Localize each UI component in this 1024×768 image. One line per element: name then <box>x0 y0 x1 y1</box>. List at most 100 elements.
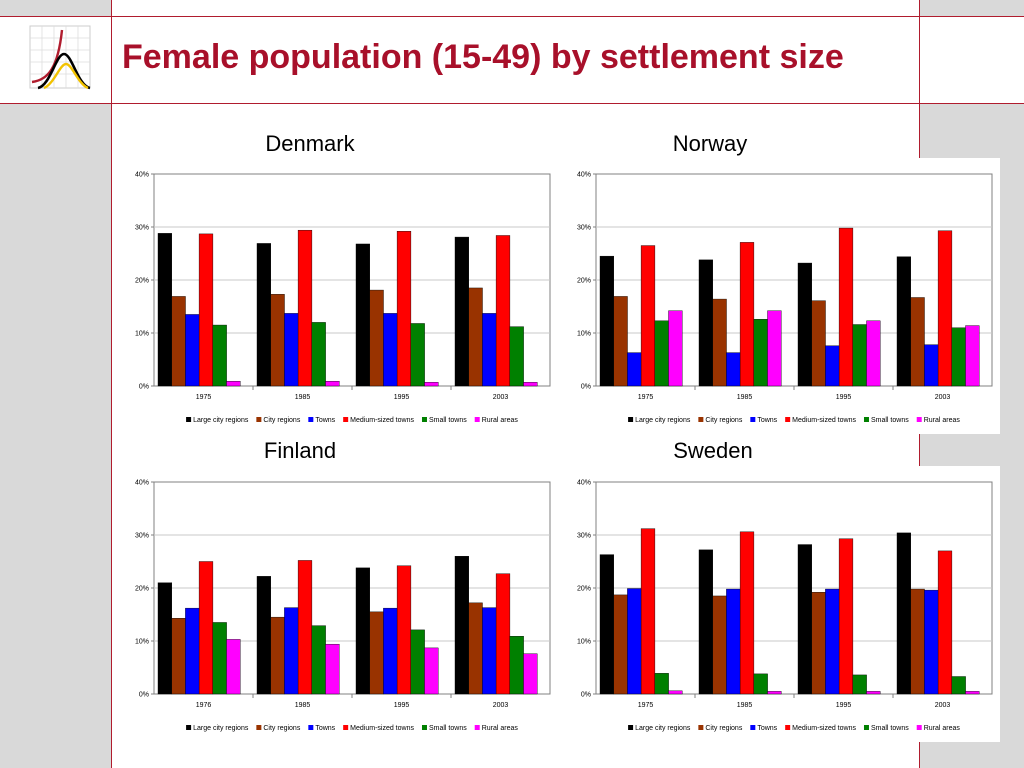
chart-title-norway: Norway <box>672 131 748 156</box>
y-tick-label: 30% <box>135 533 149 540</box>
legend-swatch <box>308 417 314 422</box>
legend-swatch <box>628 725 634 730</box>
header-band <box>0 17 1024 103</box>
chart-denmark-svg: 0% 10% 20% 30% 40% 1975 1985 1995 2003 Large city… <box>135 172 551 424</box>
bar-towns-1995 <box>383 313 398 387</box>
bar-large-city-regions-1995 <box>797 262 813 387</box>
bar-city-regions-1975 <box>613 594 628 695</box>
x-tick-label: 1975 <box>638 702 654 709</box>
y-tick-label: 20% <box>577 278 591 285</box>
legend-label: Medium-sized towns <box>350 725 414 732</box>
bar-medium-sized-towns-1975 <box>198 233 214 387</box>
bar-towns-2003 <box>482 313 497 387</box>
bar-large-city-regions-1995 <box>355 243 371 387</box>
header-bottom-rule <box>0 103 1024 104</box>
chart-title-sweden: Sweden <box>673 438 753 463</box>
legend-swatch <box>916 725 922 730</box>
x-tick-label: 1985 <box>737 394 753 401</box>
bar-towns-1995 <box>825 588 840 695</box>
x-tick-label: 1975 <box>638 394 654 401</box>
legend-label: Large city regions <box>193 725 249 732</box>
legend-swatch <box>343 417 349 422</box>
y-tick-label: 30% <box>577 533 591 540</box>
bar-large-city-regions-1975 <box>157 233 173 387</box>
bar-small-towns-1975 <box>654 320 669 387</box>
bar-rural-areas-1995 <box>866 320 881 387</box>
bar-rural-areas-1995 <box>424 647 439 695</box>
bar-city-regions-2003 <box>468 287 483 387</box>
legend-label: Small towns <box>871 417 909 424</box>
y-tick-label: 30% <box>135 225 149 232</box>
legend-swatch <box>186 417 192 422</box>
y-tick-label: 20% <box>135 586 149 593</box>
bar-large-city-regions-2003 <box>896 256 912 387</box>
legend-label: Rural areas <box>482 725 519 732</box>
legend: Large city regions City regions Towns Mediu… <box>628 725 960 732</box>
legend-label: Large city regions <box>635 417 691 424</box>
legend-label: Small towns <box>429 725 467 732</box>
y-tick-label: 10% <box>135 639 149 646</box>
bar-medium-sized-towns-1985 <box>297 560 313 695</box>
bar-small-towns-1975 <box>212 324 227 387</box>
legend-label: Towns <box>315 417 335 424</box>
bar-rural-areas-1985 <box>325 643 340 695</box>
chart-sweden-svg: 0% 10% 20% 30% 40% 1975 1985 1995 2003 Large city… <box>577 480 993 732</box>
chart-sweden: 0% 10% 20% 30% 40% 1975 1985 1995 2003 Large city… <box>560 466 1000 742</box>
legend-swatch <box>863 725 869 730</box>
bar-medium-sized-towns-1975 <box>640 528 656 695</box>
bar-small-towns-1985 <box>753 673 768 695</box>
left-margin-panel <box>0 0 111 768</box>
bar-small-towns-1995 <box>852 324 867 387</box>
bar-towns-2003 <box>924 589 939 695</box>
bar-rural-areas-1975 <box>668 690 683 695</box>
legend-label: Towns <box>757 417 777 424</box>
bar-small-towns-1995 <box>410 323 425 387</box>
bar-small-towns-2003 <box>509 636 524 695</box>
legend-label: Large city regions <box>635 725 691 732</box>
chart-denmark: 0% 10% 20% 30% 40% 1975 1985 1995 2003 Large city… <box>118 158 558 434</box>
bar-city-regions-2003 <box>468 602 483 695</box>
y-tick-label: 40% <box>135 172 149 179</box>
bar-city-regions-1985 <box>270 616 285 695</box>
bar-medium-sized-towns-1985 <box>739 242 755 387</box>
y-tick-label: 0% <box>139 384 149 391</box>
legend-label: City regions <box>705 725 742 732</box>
legend-swatch <box>785 725 791 730</box>
legend-swatch <box>421 417 427 422</box>
bar-medium-sized-towns-1985 <box>739 531 755 695</box>
bar-large-city-regions-2003 <box>454 236 470 387</box>
legend-label: Rural areas <box>924 725 961 732</box>
bar-large-city-regions-2003 <box>896 532 912 695</box>
bar-city-regions-1995 <box>811 592 826 695</box>
bar-towns-2003 <box>924 344 939 387</box>
legend-swatch <box>698 725 704 730</box>
legend-label: Towns <box>757 725 777 732</box>
y-tick-label: 0% <box>581 692 591 699</box>
legend-swatch <box>750 725 756 730</box>
bar-rural-areas-1995 <box>866 691 881 695</box>
legend-label: Medium-sized towns <box>792 725 856 732</box>
x-tick-label: 1995 <box>394 702 410 709</box>
bar-medium-sized-towns-1995 <box>396 231 412 387</box>
bar-large-city-regions-1975 <box>599 554 615 695</box>
bar-rural-areas-1976 <box>226 639 241 695</box>
y-tick-label: 40% <box>577 172 591 179</box>
bar-small-towns-1985 <box>753 319 768 387</box>
bar-medium-sized-towns-2003 <box>495 235 511 387</box>
bar-small-towns-1995 <box>410 629 425 695</box>
y-tick-label: 40% <box>577 480 591 487</box>
chart-norway-svg: 0% 10% 20% 30% 40% 1975 1985 1995 2003 Large city… <box>577 172 993 424</box>
legend: Large city regions City regions Towns Mediu… <box>186 725 518 732</box>
bar-rural-areas-1985 <box>325 381 340 387</box>
bar-large-city-regions-1985 <box>698 259 714 387</box>
bar-medium-sized-towns-2003 <box>937 550 953 695</box>
legend: Large city regions City regions Towns Mediu… <box>186 417 518 424</box>
bar-small-towns-2003 <box>951 327 966 387</box>
bar-towns-1976 <box>185 607 200 695</box>
slide-title: Female population (15-49) by settlement … <box>122 38 844 76</box>
legend-swatch <box>474 725 480 730</box>
bar-towns-1985 <box>284 313 299 387</box>
legend-label: Rural areas <box>482 417 519 424</box>
y-tick-label: 40% <box>135 480 149 487</box>
bar-towns-1985 <box>726 352 741 387</box>
